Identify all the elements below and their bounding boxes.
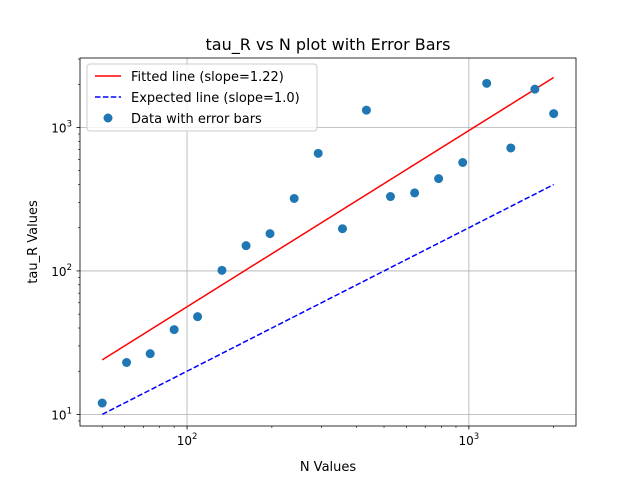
legend-data-label: Data with error bars — [131, 112, 262, 127]
legend-box — [86, 63, 318, 132]
data-point — [506, 143, 516, 153]
chart-title: tau_R vs N plot with Error Bars — [206, 35, 451, 55]
expected-line — [101, 183, 555, 416]
data-point — [169, 325, 179, 335]
data-point — [361, 105, 371, 115]
data-point — [289, 193, 299, 203]
y-tick-label: 101 — [51, 406, 72, 422]
data-point — [385, 192, 395, 202]
data-point — [530, 84, 540, 94]
x-axis-label: N Values — [300, 460, 357, 475]
legend-data-marker — [103, 113, 113, 123]
x-tick-label: 102 — [177, 432, 198, 448]
fitted-line — [101, 76, 555, 361]
legend-fitted-line-label: Fitted line (slope=1.22) — [131, 70, 284, 85]
series-layer — [97, 76, 559, 416]
legend-expected-line-label: Expected line (slope=1.0) — [131, 91, 300, 106]
data-point — [122, 357, 132, 367]
data-point — [265, 229, 275, 239]
data-point — [549, 109, 559, 119]
x-tick-label: 103 — [459, 432, 480, 448]
data-point — [313, 148, 323, 158]
data-point — [217, 265, 227, 275]
data-point — [337, 224, 347, 234]
data-point — [145, 349, 155, 359]
plot-frame — [79, 57, 577, 427]
data-point — [458, 157, 468, 167]
y-tick-label: 103 — [51, 119, 72, 135]
ticks: 102 103 101 102 103 — [51, 58, 554, 448]
y-axis-label: tau_R Values — [26, 200, 41, 284]
data-point — [410, 188, 420, 198]
data-point — [434, 174, 444, 184]
data-point — [97, 398, 107, 408]
data-point — [193, 312, 203, 322]
data-point — [241, 241, 251, 251]
data-point — [482, 78, 492, 88]
legend: Fitted line (slope=1.22) Expected line (… — [86, 63, 318, 132]
y-tick-label: 102 — [51, 263, 72, 279]
